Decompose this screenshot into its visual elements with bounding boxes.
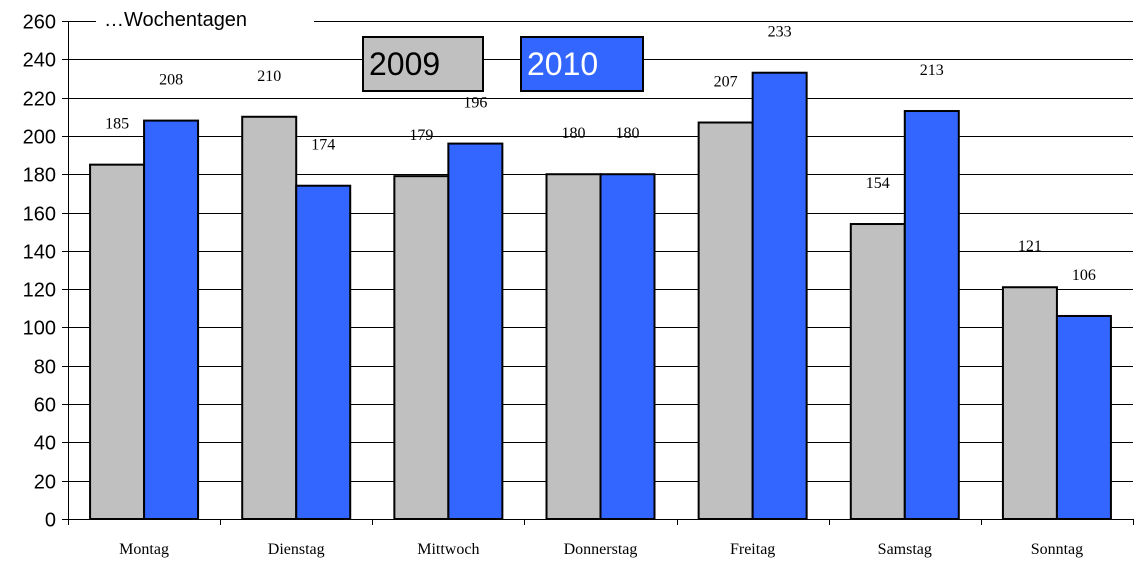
bar-2009-mittwoch xyxy=(393,175,450,520)
y-tick-label: 240 xyxy=(23,50,56,72)
bars xyxy=(89,71,1112,521)
data-label: 207 xyxy=(714,74,738,91)
y-tick-label: 200 xyxy=(23,127,56,149)
legend-swatch-2010 xyxy=(520,36,644,92)
bar-2010-montag xyxy=(143,119,200,520)
bar-2010-samstag xyxy=(903,110,960,521)
bar-2009-samstag xyxy=(849,223,906,520)
y-tick-label: 0 xyxy=(45,510,56,532)
chart-title: …Wochentagen xyxy=(104,9,247,31)
bar-2010-mittwoch xyxy=(447,142,504,520)
y-tick-label: 140 xyxy=(23,242,56,264)
bar-2009-sonntag xyxy=(1001,286,1058,520)
y-tick-label: 80 xyxy=(34,357,56,379)
y-tick-label: 160 xyxy=(23,204,56,226)
x-tick-label: Mittwoch xyxy=(417,541,479,558)
bar-2010-dienstag xyxy=(295,184,352,520)
y-tick-label: 60 xyxy=(34,395,56,417)
data-label: 121 xyxy=(1018,238,1042,255)
bar-2009-montag xyxy=(89,163,146,520)
chart-title-group: …Wochentagen xyxy=(96,4,314,34)
y-tick-label: 40 xyxy=(34,433,56,455)
data-label: 213 xyxy=(920,62,944,79)
data-label: 196 xyxy=(463,95,487,112)
data-label: 179 xyxy=(409,127,433,144)
bar-2010-freitag xyxy=(751,71,808,520)
legend-swatch-2009 xyxy=(362,36,484,92)
data-labels: 185 208 210 174 179 196 180 180 207 233 154 213 121 1… xyxy=(105,24,1096,284)
axes: 0 20 40 60 80 100 120 140 160 180 200 220 240 260 Mont… xyxy=(23,12,1134,558)
data-label: 180 xyxy=(616,125,640,142)
legend-label: 2010 xyxy=(527,46,598,82)
data-label: 154 xyxy=(866,175,890,192)
y-tick-label: 100 xyxy=(23,318,56,340)
title-background xyxy=(96,4,314,34)
data-label: 174 xyxy=(311,137,335,154)
data-label: 185 xyxy=(105,116,129,133)
legend: 2009 2010 xyxy=(362,36,644,92)
bar-2009-freitag xyxy=(697,121,754,520)
y-tick-label: 260 xyxy=(23,12,56,34)
x-tick-label: Sonntag xyxy=(1031,541,1083,558)
bar-2009-donnerstag xyxy=(545,173,602,520)
x-tick-label: Freitag xyxy=(730,541,775,558)
bar-2010-donnerstag xyxy=(599,173,656,520)
data-label: 233 xyxy=(768,24,792,41)
legend-label: 2009 xyxy=(369,46,440,82)
bar-2010-sonntag xyxy=(1055,314,1112,520)
x-tick-label: Dienstag xyxy=(268,541,325,558)
data-label: 106 xyxy=(1072,267,1096,284)
y-tick-label: 20 xyxy=(34,472,56,494)
bar-2009-dienstag xyxy=(241,115,298,521)
y-tick-label: 120 xyxy=(23,280,56,302)
data-label: 180 xyxy=(562,125,586,142)
x-tick-label: Donnerstag xyxy=(564,541,638,558)
y-tick-label: 220 xyxy=(23,89,56,111)
x-tick-label: Samstag xyxy=(878,541,932,558)
y-tick-label: 180 xyxy=(23,165,56,187)
x-tick-label: Montag xyxy=(119,541,169,558)
data-label: 208 xyxy=(159,72,183,89)
data-label: 210 xyxy=(257,68,281,85)
